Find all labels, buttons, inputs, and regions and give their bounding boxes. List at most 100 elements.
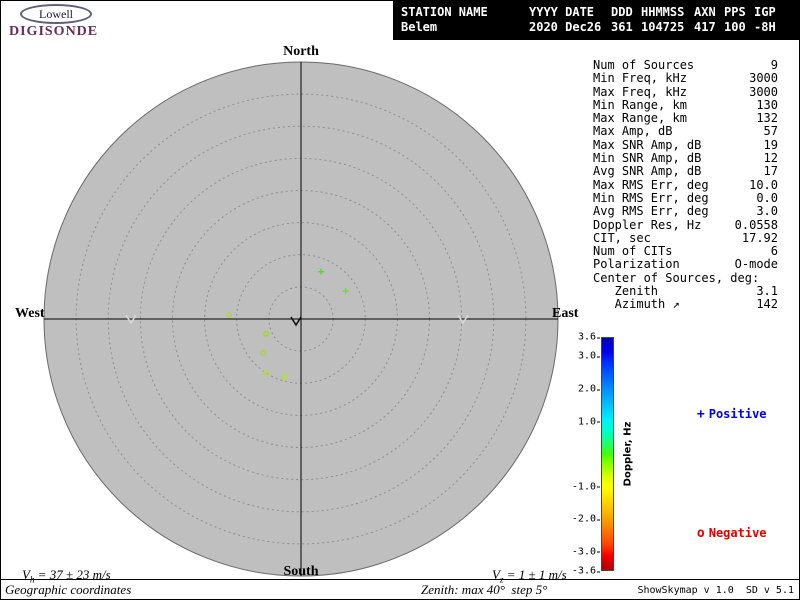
v-marker [125, 314, 137, 325]
stat-row: Azimuth ↗ 142 [593, 297, 778, 312]
colorbar-tick-label: 2.0 [577, 383, 601, 395]
stat-row: Doppler Res, Hz 0.0558 [593, 217, 778, 232]
v-marker [457, 314, 469, 325]
colorbar-tick-label: -1.0 [571, 481, 601, 492]
colorbar-tick-label: -3.0 [571, 546, 601, 557]
stat-row: Num of Sources 9 [593, 58, 778, 72]
stat-value: 132 [756, 111, 778, 126]
stat-row: Max SNR Amp, dB 19 [593, 137, 778, 152]
header-column: YYYY DATE 2020 Dec26 [529, 5, 611, 40]
plus-icon: + [696, 407, 705, 422]
header-column-value: 100 [724, 20, 746, 34]
stat-label: Max Freq, kHz [593, 84, 687, 99]
compass-label-north: North [283, 44, 319, 59]
stat-row: Min Freq, kHz 3000 [593, 71, 778, 86]
stat-label: Max SNR Amp, dB [593, 137, 702, 152]
legend-negative: o Negative [668, 512, 767, 555]
header-column-label: AXN [694, 5, 716, 19]
header-column-label: YYYY DATE [529, 5, 595, 19]
header-column: AXN 417 [694, 5, 724, 40]
stat-row: Avg RMS Err, deg 3.0 [593, 204, 778, 219]
colorbar-tick-label: -3.6 [571, 565, 601, 577]
stat-value: 19 [763, 137, 778, 152]
stat-value: 0.0558 [734, 217, 778, 232]
stat-value: O-mode [734, 257, 778, 272]
stat-value: 10.0 [749, 177, 778, 192]
stat-row: Max RMS Err, deg 10.0 [593, 177, 778, 192]
header-column-value: 2020 Dec26 [529, 20, 602, 34]
lowell-digisonde-logo: Lowell DIGISONDE [9, 4, 98, 40]
doppler-colorbar: 3.6 3.0 2.0 1.0 -1.0 -2.0 -3.0 -3.6 Doppler, Hz [571, 332, 641, 577]
horizontal-velocity-label: Vh = 37 ± 23 m/s [22, 567, 111, 585]
stat-label: Max Range, km [593, 111, 687, 126]
stat-label: Doppler Res, Hz [593, 217, 702, 232]
legend-negative-label: Negative [708, 526, 767, 540]
stat-label: Azimuth ↗ [593, 297, 680, 312]
vertical-velocity-label: Vz = 1 ± 1 m/s [492, 567, 567, 585]
stat-value: 142 [756, 297, 778, 312]
header-column: STATION NAME Belem [401, 5, 529, 40]
stat-label: Center of Sources, deg: [593, 270, 760, 285]
stat-label: Min Freq, kHz [593, 71, 687, 86]
header-column: DDD 361 [611, 5, 641, 40]
header-column: HHMMSS 104725 [641, 5, 694, 40]
header-column-label: PPS [724, 5, 746, 19]
legend-positive: + Positive [668, 393, 767, 436]
stat-row: Max Freq, kHz 3000 [593, 84, 778, 99]
stat-value: 0.0 [756, 190, 778, 205]
circle-icon: o [696, 526, 705, 541]
stat-row: Min RMS Err, deg 0.0 [593, 190, 778, 205]
stat-row: CIT, sec 17.92 [593, 230, 778, 245]
stat-label: Min SNR Amp, dB [593, 151, 702, 166]
version-label: ShowSkymap v 1.0 SD v 5.1 [637, 585, 794, 596]
compass-label-west: West [15, 306, 45, 321]
stat-label: Avg RMS Err, deg [593, 204, 709, 219]
stat-label: Avg SNR Amp, dB [593, 164, 702, 179]
header-bar: STATION NAME Belem YYYY DATE 2020 Dec26 … [393, 1, 799, 40]
source-point-negative [281, 374, 288, 380]
stat-value: 3.1 [756, 284, 778, 299]
stat-value: 3000 [749, 84, 778, 99]
stat-row: Min SNR Amp, dB 12 [593, 151, 778, 166]
source-point-negative [263, 369, 269, 376]
stat-row: Max Range, km 132 [593, 111, 778, 126]
stat-label: Polarization [593, 257, 680, 272]
legend-positive-label: Positive [708, 407, 767, 421]
header-column-value: 417 [694, 20, 716, 34]
stat-row: Num of CITs 6 [593, 244, 778, 259]
header-column-value: 104725 [641, 20, 685, 34]
header-column-label: IGP [754, 5, 776, 19]
source-point-negative [226, 312, 233, 319]
header-column: IGP -8H [754, 5, 794, 40]
compass-label-east: East [552, 306, 579, 321]
stat-value: 3.0 [756, 204, 778, 219]
stat-value: 3000 [749, 71, 778, 86]
colorbar-gradient [601, 337, 614, 571]
colorbar-tick-label: 3.6 [577, 331, 601, 343]
colorbar-tick-label: 3.0 [577, 350, 601, 362]
header-column-label: DDD [611, 5, 633, 19]
lowell-logo-text: Lowell [39, 6, 73, 21]
stat-value: 9 [770, 58, 778, 72]
stat-value: 12 [763, 151, 778, 166]
source-point-negative [263, 330, 270, 337]
header-column-value: -8H [754, 20, 776, 34]
lowell-oval-logo: Lowell [20, 4, 92, 24]
compass-label-south: South [283, 564, 319, 579]
colorbar-title: Doppler, Hz [622, 421, 634, 487]
colorbar-tick-label: 1.0 [577, 416, 601, 427]
zenith-scale-note: Zenith: max 40° step 5° [421, 582, 548, 597]
stat-value: 17.92 [741, 230, 778, 245]
coordinates-note: Geographic coordinates [5, 582, 132, 597]
stat-value: 130 [756, 97, 778, 112]
stats-panel: Num of Sources 9 Min Freq, kHz 3000 Max … [593, 58, 778, 312]
stat-label: Max RMS Err, deg [593, 177, 709, 192]
stat-label: Num of CITs [593, 244, 673, 259]
stat-label: Min RMS Err, deg [593, 190, 709, 205]
stat-row: Zenith 3.1 [593, 284, 778, 299]
header-column-label: STATION NAME [401, 5, 488, 19]
stat-row: Max Amp, dB 57 [593, 125, 778, 139]
stat-row: Avg SNR Amp, dB 17 [593, 164, 778, 179]
source-point-negative [260, 350, 267, 356]
stat-label: CIT, sec [593, 230, 651, 245]
